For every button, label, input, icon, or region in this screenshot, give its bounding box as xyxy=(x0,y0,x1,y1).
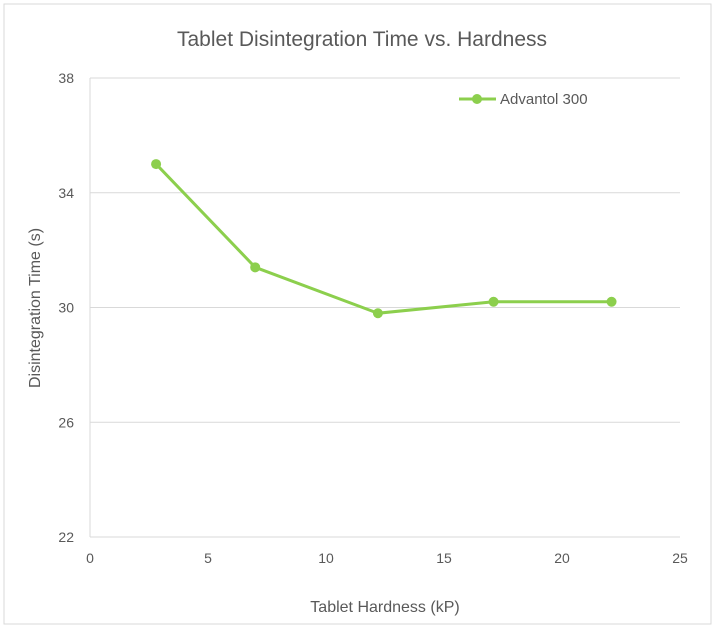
x-tick-label: 0 xyxy=(86,550,94,566)
y-tick-label: 30 xyxy=(58,300,74,316)
legend-point-marker xyxy=(472,94,482,104)
x-tick-label: 10 xyxy=(318,550,334,566)
y-tick-labels: 22 26 30 34 38 xyxy=(58,70,74,545)
x-tick-label: 25 xyxy=(672,550,688,566)
gridlines xyxy=(90,77,680,423)
chart-border xyxy=(3,3,712,625)
chart-title: Tablet Disintegration Time vs. Hardness xyxy=(177,28,547,51)
y-tick-label: 38 xyxy=(58,70,74,86)
x-tick-labels: 0 5 10 15 20 25 xyxy=(86,550,688,566)
x-tick-label: 20 xyxy=(554,550,570,566)
y-tick-label: 22 xyxy=(58,529,74,545)
data-points xyxy=(151,159,617,319)
data-point xyxy=(372,308,383,319)
data-point xyxy=(488,296,499,307)
axes xyxy=(89,78,680,538)
data-point xyxy=(151,159,162,170)
y-axis-label: Disintegration Time (s) xyxy=(27,228,44,388)
data-point xyxy=(606,296,617,307)
x-tick-label: 15 xyxy=(436,550,452,566)
y-tick-label: 26 xyxy=(58,414,74,430)
data-point xyxy=(250,262,261,273)
legend-label: Advantol 300 xyxy=(500,91,588,108)
legend: Advantol 300 xyxy=(459,91,588,108)
x-axis-label: Tablet Hardness (kP) xyxy=(310,599,459,616)
y-tick-label: 34 xyxy=(58,185,74,201)
x-tick-label: 5 xyxy=(204,550,212,566)
